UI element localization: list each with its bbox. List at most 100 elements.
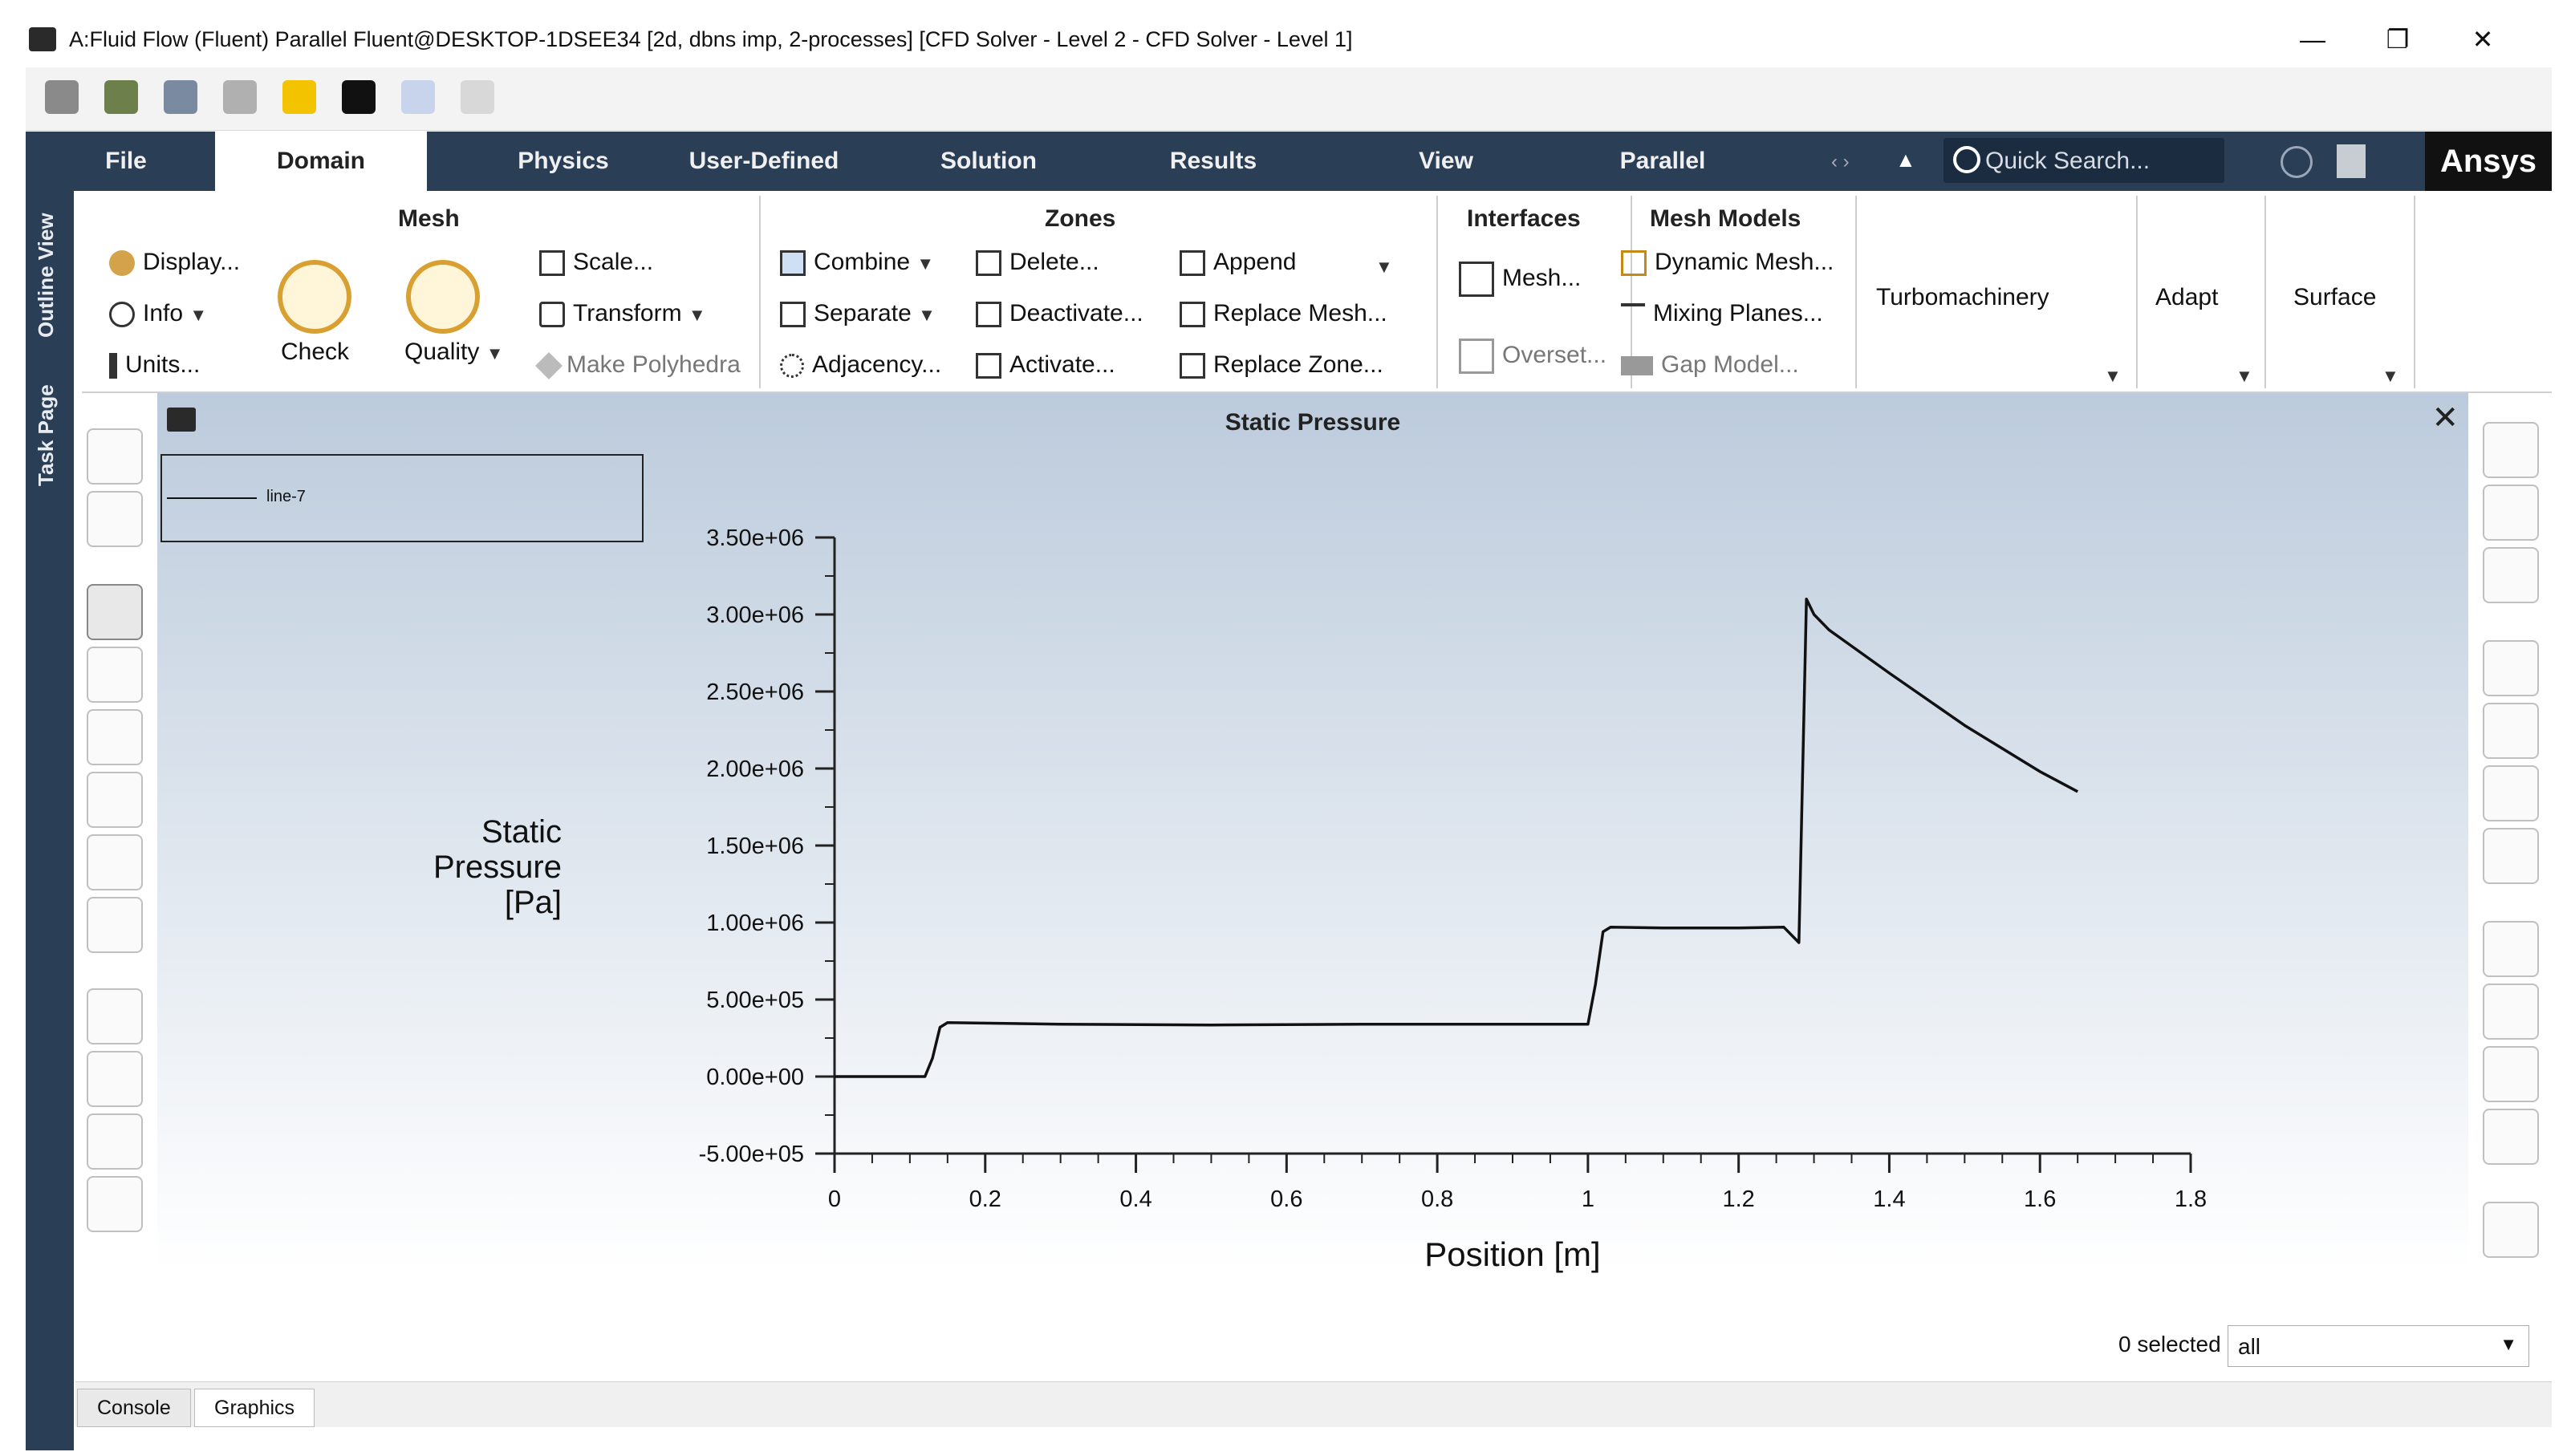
collapse-ribbon-icon[interactable]: ▲ xyxy=(1895,148,1916,172)
display-button[interactable]: Display... xyxy=(109,249,240,277)
tab-domain[interactable]: Domain xyxy=(215,132,427,191)
overset-button[interactable]: Overset... xyxy=(1459,339,1606,374)
bottom-tab-bar: Console Graphics xyxy=(75,1381,2552,1427)
separate-button[interactable]: Separate ▼ xyxy=(780,300,936,328)
surface-dropdown-icon[interactable]: ▼ xyxy=(2382,366,2399,386)
view-cube-icon[interactable] xyxy=(87,491,143,547)
pointer-icon[interactable] xyxy=(87,584,143,640)
adapt-button[interactable]: Adapt xyxy=(2155,284,2219,310)
workbench-icon[interactable] xyxy=(342,80,376,114)
close-window-button[interactable]: ✕ xyxy=(2472,25,2494,54)
turbomachinery-dropdown-icon[interactable]: ▼ xyxy=(2104,366,2122,386)
activate-button[interactable]: Activate... xyxy=(976,351,1115,379)
annotation-icon[interactable] xyxy=(2483,1046,2539,1102)
lightning-icon[interactable] xyxy=(282,80,316,114)
ribbon-tab-bar: File Domain Physics User-Defined Solutio… xyxy=(26,132,2552,191)
legend-series-label: line-7 xyxy=(266,488,306,505)
turbomachinery-button[interactable]: Turbomachinery xyxy=(1876,284,2049,310)
task-page-tab[interactable]: Task Page xyxy=(34,384,58,487)
contour-icon[interactable] xyxy=(2483,485,2539,541)
tab-results[interactable]: Results xyxy=(1169,148,1257,174)
probe-info-icon[interactable] xyxy=(87,897,143,953)
selected-count: 0 selected xyxy=(2118,1332,2221,1357)
units-icon xyxy=(109,353,117,379)
y-tick-label: 2.50e+06 xyxy=(706,679,804,705)
graphics-tab[interactable]: Graphics xyxy=(194,1389,315,1427)
surface-button[interactable]: Surface xyxy=(2293,284,2377,310)
tab-solution[interactable]: Solution xyxy=(940,148,1037,174)
mixing-planes-button[interactable]: Mixing Planes... xyxy=(1621,300,1823,327)
show-icon[interactable] xyxy=(2483,640,2539,696)
x-tick-label: 0.8 xyxy=(1421,1186,1453,1212)
tab-file[interactable]: File xyxy=(105,148,147,174)
open-data-icon[interactable] xyxy=(104,80,138,114)
minimize-button[interactable]: — xyxy=(2300,25,2325,54)
mesh-sphere-icon[interactable] xyxy=(2483,547,2539,603)
zoom-icon[interactable] xyxy=(87,772,143,828)
notes-icon[interactable] xyxy=(2337,144,2366,178)
section-view-icon[interactable] xyxy=(2483,422,2539,478)
append-dropdown-icon[interactable]: ▼ xyxy=(1375,257,1393,277)
combine-button[interactable]: Combine ▼ xyxy=(780,249,934,277)
tab-view[interactable]: View xyxy=(1419,148,1473,174)
help-icon[interactable] xyxy=(2281,146,2313,178)
pan-icon[interactable] xyxy=(87,709,143,765)
scale-icon xyxy=(539,250,565,277)
group-separator xyxy=(1436,196,1438,388)
fit-to-window-icon[interactable] xyxy=(87,988,143,1044)
maximize-button[interactable]: ❐ xyxy=(2386,25,2410,54)
adapt-dropdown-icon[interactable]: ▼ xyxy=(2236,366,2253,386)
graphics-window[interactable]: Static Pressure ✕ line-7 -5.00e+05 0.00e+… xyxy=(157,393,2468,1316)
info-button[interactable]: Info ▼ xyxy=(109,300,207,328)
rotate-icon[interactable] xyxy=(87,647,143,703)
quick-search-box[interactable]: Quick Search... xyxy=(1944,138,2224,183)
adjacency-button[interactable]: Adjacency... xyxy=(780,351,941,379)
group-separator xyxy=(2136,196,2138,388)
window-layout-icon[interactable] xyxy=(2483,1202,2539,1258)
transform-button[interactable]: Transform ▼ xyxy=(539,300,706,328)
side-tab-strip: Outline View Task Page xyxy=(26,191,74,1450)
lasso-icon[interactable] xyxy=(2483,828,2539,884)
copy-icon[interactable] xyxy=(2483,765,2539,821)
deactivate-button[interactable]: Deactivate... xyxy=(976,300,1143,328)
interfaces-mesh-button[interactable]: Mesh... xyxy=(1459,262,1581,297)
dynamic-mesh-button[interactable]: Dynamic Mesh... xyxy=(1621,249,1834,277)
reload-icon[interactable] xyxy=(223,80,257,114)
tab-physics[interactable]: Physics xyxy=(518,148,609,174)
quality-button[interactable]: Quality ▼ xyxy=(404,339,504,365)
close-graphics-button[interactable]: ✕ xyxy=(2431,400,2459,436)
tab-parallel[interactable]: Parallel xyxy=(1619,148,1706,174)
open-case-icon[interactable] xyxy=(45,80,79,114)
colormap-icon[interactable] xyxy=(2483,984,2539,1040)
make-polyhedra-button[interactable]: Make Polyhedra xyxy=(535,351,741,380)
hide-icon[interactable] xyxy=(2483,703,2539,759)
mesh-display-tool-icon[interactable] xyxy=(87,428,143,485)
tab-scroll-arrows-icon[interactable]: ‹ › xyxy=(1831,151,1850,172)
axes-icon[interactable] xyxy=(87,1176,143,1232)
zoom-out-icon[interactable] xyxy=(87,1113,143,1170)
append-button[interactable]: Append xyxy=(1180,249,1296,277)
settings-list-icon[interactable] xyxy=(461,80,494,114)
selection-filter-dropdown[interactable]: all ▼ xyxy=(2228,1325,2529,1367)
replace-zone-button[interactable]: Replace Zone... xyxy=(1180,351,1383,379)
units-button[interactable]: Units... xyxy=(109,351,200,379)
outline-view-tab[interactable]: Outline View xyxy=(34,213,58,338)
check-button[interactable]: Check xyxy=(281,339,350,365)
parameters-icon[interactable] xyxy=(401,80,435,114)
polyhedra-icon xyxy=(535,352,563,380)
gap-model-button[interactable]: Gap Model... xyxy=(1621,351,1799,379)
console-tab[interactable]: Console xyxy=(77,1389,191,1427)
replace-mesh-button[interactable]: Replace Mesh... xyxy=(1180,300,1387,328)
plot-axes-icon[interactable] xyxy=(2483,921,2539,977)
delete-grid-icon xyxy=(976,250,1001,277)
zoom-box-icon[interactable] xyxy=(87,834,143,890)
legend-toggle-icon[interactable] xyxy=(2483,1109,2539,1165)
mesh-models-group-title: Mesh Models xyxy=(1650,205,1801,232)
save-icon[interactable] xyxy=(164,80,197,114)
scale-button[interactable]: Scale... xyxy=(539,249,653,277)
quality-icon[interactable] xyxy=(406,260,480,334)
delete-zone-button[interactable]: Delete... xyxy=(976,249,1099,277)
check-icon[interactable] xyxy=(278,260,351,334)
tab-user-defined[interactable]: User-Defined xyxy=(688,148,839,174)
zoom-in-icon[interactable] xyxy=(87,1051,143,1107)
